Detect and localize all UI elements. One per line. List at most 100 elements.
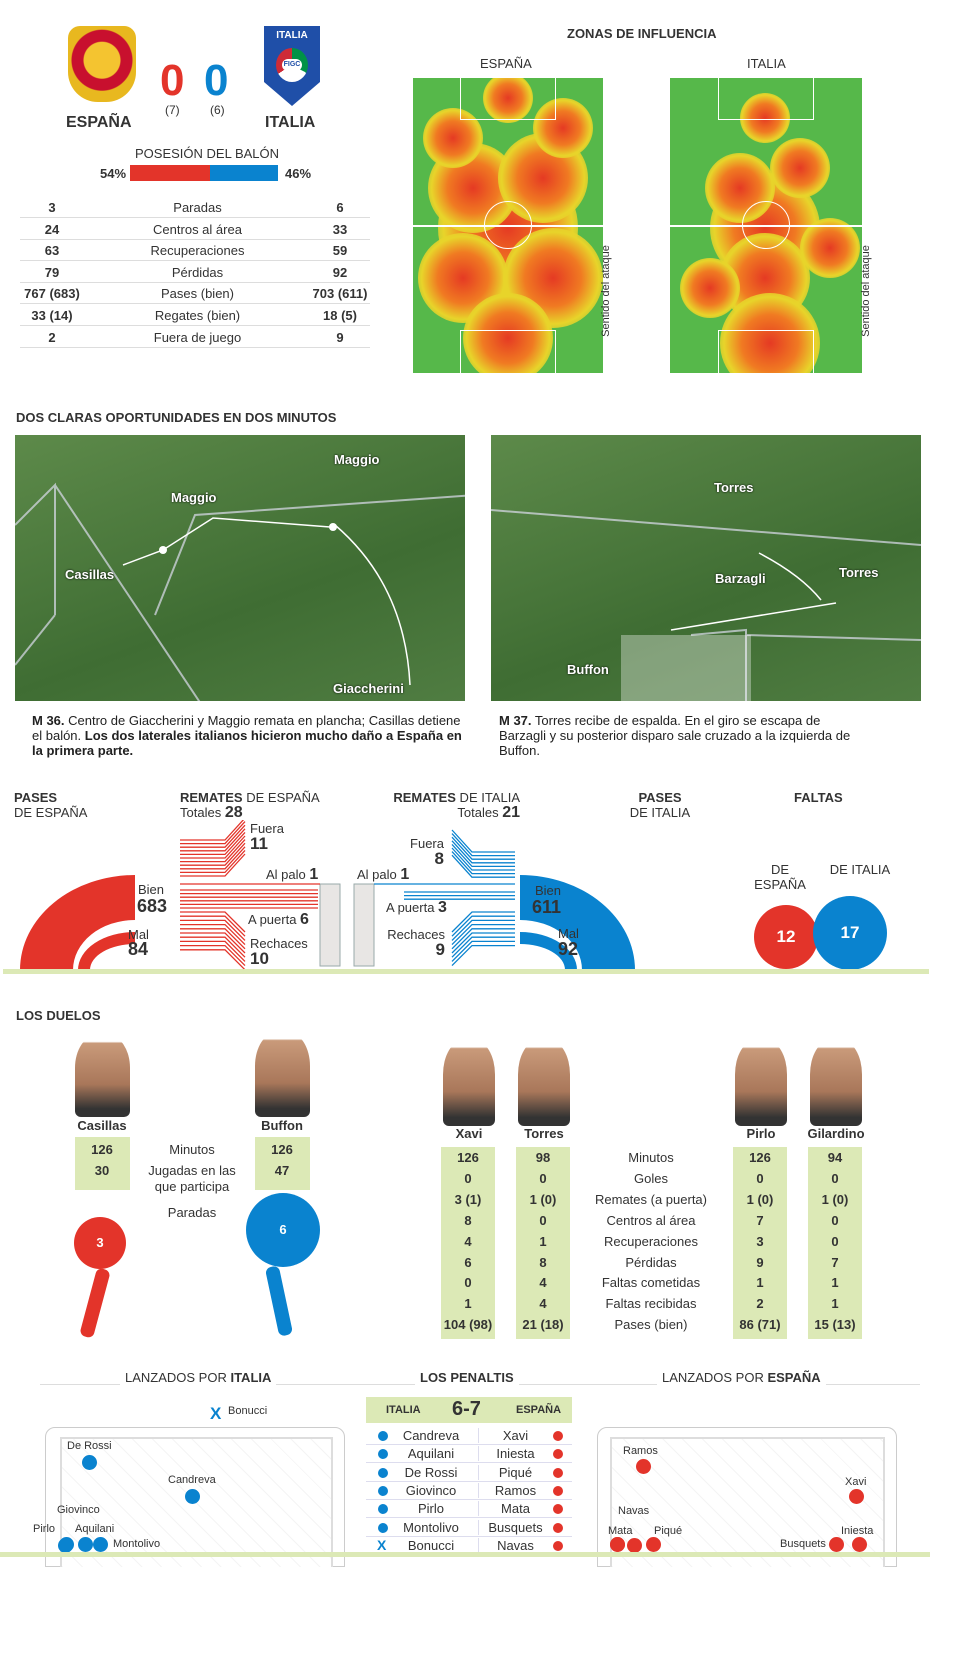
pitch-bottom-box	[460, 330, 556, 373]
shots-home-palo: Al palo 1	[266, 866, 318, 884]
fouls-away-circle: 17	[813, 896, 887, 970]
stat-away: 33	[332, 221, 348, 237]
keeper-away-saves: 6	[246, 1193, 320, 1267]
stats-row: 767 (683) Pases (bien) 703 (611)	[20, 283, 370, 305]
heatmap-italy	[670, 78, 862, 373]
passes-away-sub: DE ITALIA	[629, 805, 691, 820]
player-stat-value: 0	[831, 1212, 839, 1228]
player-photo-gilardino	[810, 1040, 862, 1126]
heat-blob	[680, 258, 740, 318]
caption1-bold: Los dos laterales italianos hicieron muc…	[32, 728, 462, 758]
penalty-taker-spain: Xavi	[478, 1428, 552, 1443]
scored-penalty-dot-italy	[378, 1485, 388, 1496]
keeper-away-name: Buffon	[261, 1118, 303, 1133]
shot-line-rechaces-home	[180, 932, 246, 954]
stat-home: 3	[48, 200, 56, 215]
shot-line-rechaces-home	[180, 928, 246, 950]
casillas-photo	[75, 1035, 130, 1117]
duels-title: LOS DUELOS	[16, 1008, 101, 1023]
shot-line-fuera-home	[180, 831, 246, 856]
stat-home: 2	[48, 329, 56, 345]
player-photo-pirlo	[735, 1040, 787, 1126]
photo2-label-torres-top: Torres	[714, 480, 754, 495]
player-stat-value: 0	[831, 1233, 839, 1249]
shot-line-fuera-away	[451, 829, 515, 853]
heat-blob	[423, 108, 483, 168]
shot-line-fuera-away	[451, 836, 515, 860]
keeper-away-figure-icon	[264, 1265, 294, 1337]
shots-home-puerta-label: A puerta	[248, 912, 301, 927]
player-stat-value: 1	[756, 1275, 764, 1291]
possession-title: POSESIÓN DEL BALÓN	[135, 146, 280, 161]
italy-crest-figc: FIGC	[282, 59, 302, 71]
spain-shot-dot	[849, 1489, 864, 1504]
player-stat-value: 0	[464, 1170, 472, 1186]
shot-line-rechaces-home	[180, 944, 246, 967]
shot-line-fuera-home	[180, 828, 246, 852]
keeper-stat-label: Paradas	[167, 1205, 217, 1220]
stat-away: 703 (611)	[312, 286, 368, 302]
zones-home-label: ESPAÑA	[480, 56, 532, 71]
spain-shot-dot	[852, 1537, 867, 1552]
keeper-home-saves: 3	[74, 1217, 126, 1269]
stat-home: 79	[44, 264, 60, 280]
spain-shots-title: LANZADOS POR ESPAÑA	[657, 1370, 826, 1385]
penalties-head-italy: ITALIA	[386, 1404, 421, 1416]
italy-shot-dot	[78, 1537, 93, 1552]
keeper-away-column	[255, 1137, 310, 1190]
stat-away: 9	[336, 329, 344, 345]
italy-shots-title-team: ITALIA	[230, 1370, 272, 1385]
possession-away: 46%	[285, 166, 312, 181]
photo-2-lines	[491, 509, 921, 701]
passes-away-bien-arc	[520, 875, 635, 970]
spain-shots-title-team: ESPAÑA	[767, 1370, 821, 1385]
missed-penalty-icon: X	[377, 1536, 387, 1553]
stat-home: 24	[44, 221, 60, 237]
spain-shots-title-text: LANZADOS POR	[662, 1370, 768, 1385]
penalty-row: Giovinco Ramos	[366, 1482, 572, 1500]
player-stat-value: 1 (0)	[529, 1191, 557, 1207]
passes-home-bien-arc	[20, 875, 135, 970]
stats-row: 3 Paradas 6	[20, 197, 370, 218]
shot-line-fuera-home	[180, 842, 246, 866]
player-stat-value: 0	[539, 1170, 547, 1186]
shots-home-rechaces: Rechaces 10	[250, 936, 308, 967]
player-stat-label: Minutos	[628, 1150, 674, 1165]
spain-shot-label: Busquets	[780, 1538, 826, 1550]
stats-row: 33 (14) Regates (bien) 18 (5)	[20, 305, 370, 326]
keeper-home-column	[75, 1137, 130, 1190]
player-stat-value: 0	[539, 1212, 547, 1228]
player-stat-value: 15 (13)	[814, 1317, 856, 1333]
player-stat-value: 126	[457, 1150, 479, 1165]
player-stat-value: 2	[756, 1296, 764, 1312]
spain-shot-label: Piqué	[654, 1525, 683, 1537]
player-stat-value: 0	[831, 1170, 839, 1186]
player-stat-value: 1	[539, 1233, 547, 1249]
heat-blob	[770, 138, 830, 198]
scored-penalty-dot-spain	[553, 1540, 563, 1551]
italy-crest-shield: FIGC	[276, 48, 308, 82]
caption-chance-1: M 36. Centro de Giaccherini y Maggio rem…	[32, 713, 474, 758]
player-stat-value: 8	[539, 1254, 547, 1270]
shots-away-palo: Al palo 1	[357, 866, 409, 884]
passes-away-bien-label: Bien	[535, 883, 562, 898]
passes-home-title: PASES DE ESPAÑA	[14, 790, 87, 820]
shot-line-rechaces-home	[180, 940, 246, 962]
stat-home: 63	[44, 243, 60, 259]
stat-away: 92	[332, 264, 348, 280]
scored-penalty-dot-spain	[553, 1504, 563, 1515]
italy-shot-label: Candreva	[168, 1474, 216, 1486]
shots-away-totales: 21	[502, 804, 520, 821]
attack-direction-label-away: Sentido del ataque	[859, 245, 872, 337]
penalty-taker-italy: Aquilani	[407, 1446, 455, 1462]
shot-line-rechaces-away	[451, 944, 515, 967]
passes-home-mal-arc	[78, 932, 135, 970]
shot-line-rechaces-away	[451, 940, 515, 962]
stat-label: Pérdidas	[171, 264, 224, 280]
keeper-away-value: 47	[274, 1163, 290, 1178]
shots-away-puerta-label: A puerta	[386, 900, 439, 915]
shots-away-rechaces-value: 9	[435, 940, 445, 959]
passes-home-mal: 84	[128, 939, 149, 959]
passes-away-title-bold: PASES	[638, 790, 682, 805]
photo2-label-barzagli: Barzagli	[715, 571, 766, 586]
